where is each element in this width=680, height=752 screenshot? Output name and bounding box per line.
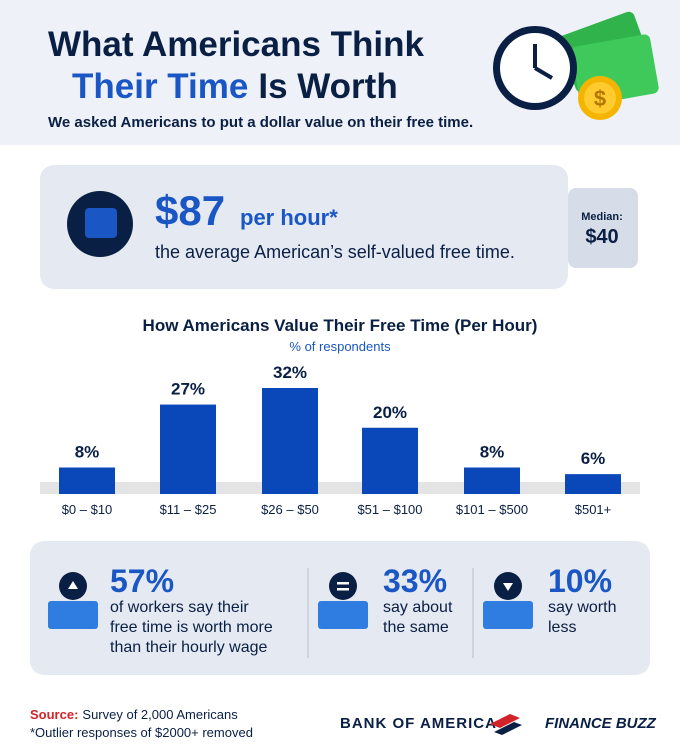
stat-text: of workers say their bbox=[110, 599, 249, 616]
logo-financebuzz: FINANCE BUZZ bbox=[545, 715, 657, 732]
chart-title: How Americans Value Their Free Time (Per… bbox=[143, 316, 538, 335]
title-line2: Their Time Is Worth bbox=[72, 67, 398, 106]
stat-icon-bill bbox=[318, 601, 368, 629]
chart-subtitle: % of respondents bbox=[289, 339, 391, 354]
wallet-shape bbox=[85, 208, 117, 238]
category-label: $51 – $100 bbox=[357, 502, 422, 517]
category-label: $101 – $500 bbox=[456, 502, 528, 517]
stat-icon-bill bbox=[48, 601, 98, 629]
bars: 8% $0 – $10 27% $11 – $25 32% $26 – $50 20% $51… bbox=[59, 363, 621, 517]
source: Source: Survey of 2,000 Americans bbox=[30, 707, 238, 722]
value-label: 32% bbox=[273, 363, 307, 382]
value-label: 8% bbox=[75, 443, 100, 462]
value-label: 20% bbox=[373, 403, 407, 422]
median-box bbox=[568, 188, 638, 268]
stat-text: free time is worth more bbox=[110, 619, 273, 636]
callout-box bbox=[40, 165, 568, 289]
stat-icon-symbol bbox=[503, 583, 513, 591]
logo-flag bbox=[490, 714, 522, 735]
value-label: 6% bbox=[581, 449, 606, 468]
bar bbox=[262, 388, 318, 494]
stat-text: less bbox=[548, 619, 576, 636]
value-label: 27% bbox=[171, 380, 205, 399]
value-label: 8% bbox=[480, 443, 505, 462]
source-text: Survey of 2,000 Americans bbox=[82, 707, 238, 722]
category-label: $11 – $25 bbox=[160, 502, 217, 517]
bar bbox=[565, 474, 621, 494]
stat-text: than their hourly wage bbox=[110, 639, 268, 656]
category-label: $501+ bbox=[575, 502, 612, 517]
median-value: $40 bbox=[585, 226, 618, 248]
bar bbox=[160, 404, 216, 494]
subtitle: We asked Americans to put a dollar value… bbox=[48, 114, 473, 131]
callout-amount: $87 bbox=[155, 187, 225, 234]
baseline-band bbox=[40, 482, 640, 494]
stat-icon-symbol bbox=[68, 581, 78, 589]
stat-value: 57% bbox=[110, 563, 174, 599]
category-label: $26 – $50 bbox=[261, 502, 319, 517]
stat-value: 10% bbox=[548, 563, 612, 599]
stat-icon-symbol bbox=[337, 582, 349, 591]
median-label: Median: bbox=[581, 211, 623, 223]
stat-text: say worth bbox=[548, 599, 616, 616]
bar bbox=[362, 427, 418, 494]
stat-icon-circle bbox=[329, 572, 357, 600]
title-rest: Is Worth bbox=[258, 67, 397, 106]
svg-text:$: $ bbox=[594, 86, 606, 111]
title-line1: What Americans Think bbox=[48, 25, 425, 64]
callout-unit: per hour* bbox=[240, 205, 338, 230]
bar bbox=[464, 467, 520, 494]
bar bbox=[59, 467, 115, 494]
footnote: *Outlier responses of $2000+ removed bbox=[30, 725, 253, 740]
stat-value: 33% bbox=[383, 563, 447, 599]
callout-text: the average American’s self-valued free … bbox=[155, 242, 515, 262]
header-illustration: $ bbox=[493, 11, 659, 120]
logo-bofa: BANK OF AMERICA bbox=[340, 715, 497, 732]
title-highlight: Their Time bbox=[72, 67, 248, 106]
stat-icon-bill bbox=[483, 601, 533, 629]
stat-text: the same bbox=[383, 619, 449, 636]
stat-text: say about bbox=[383, 599, 453, 616]
stats: 57%of workers say their free time is wort… bbox=[48, 563, 616, 656]
source-label: Source: bbox=[30, 707, 78, 722]
category-label: $0 – $10 bbox=[62, 502, 113, 517]
